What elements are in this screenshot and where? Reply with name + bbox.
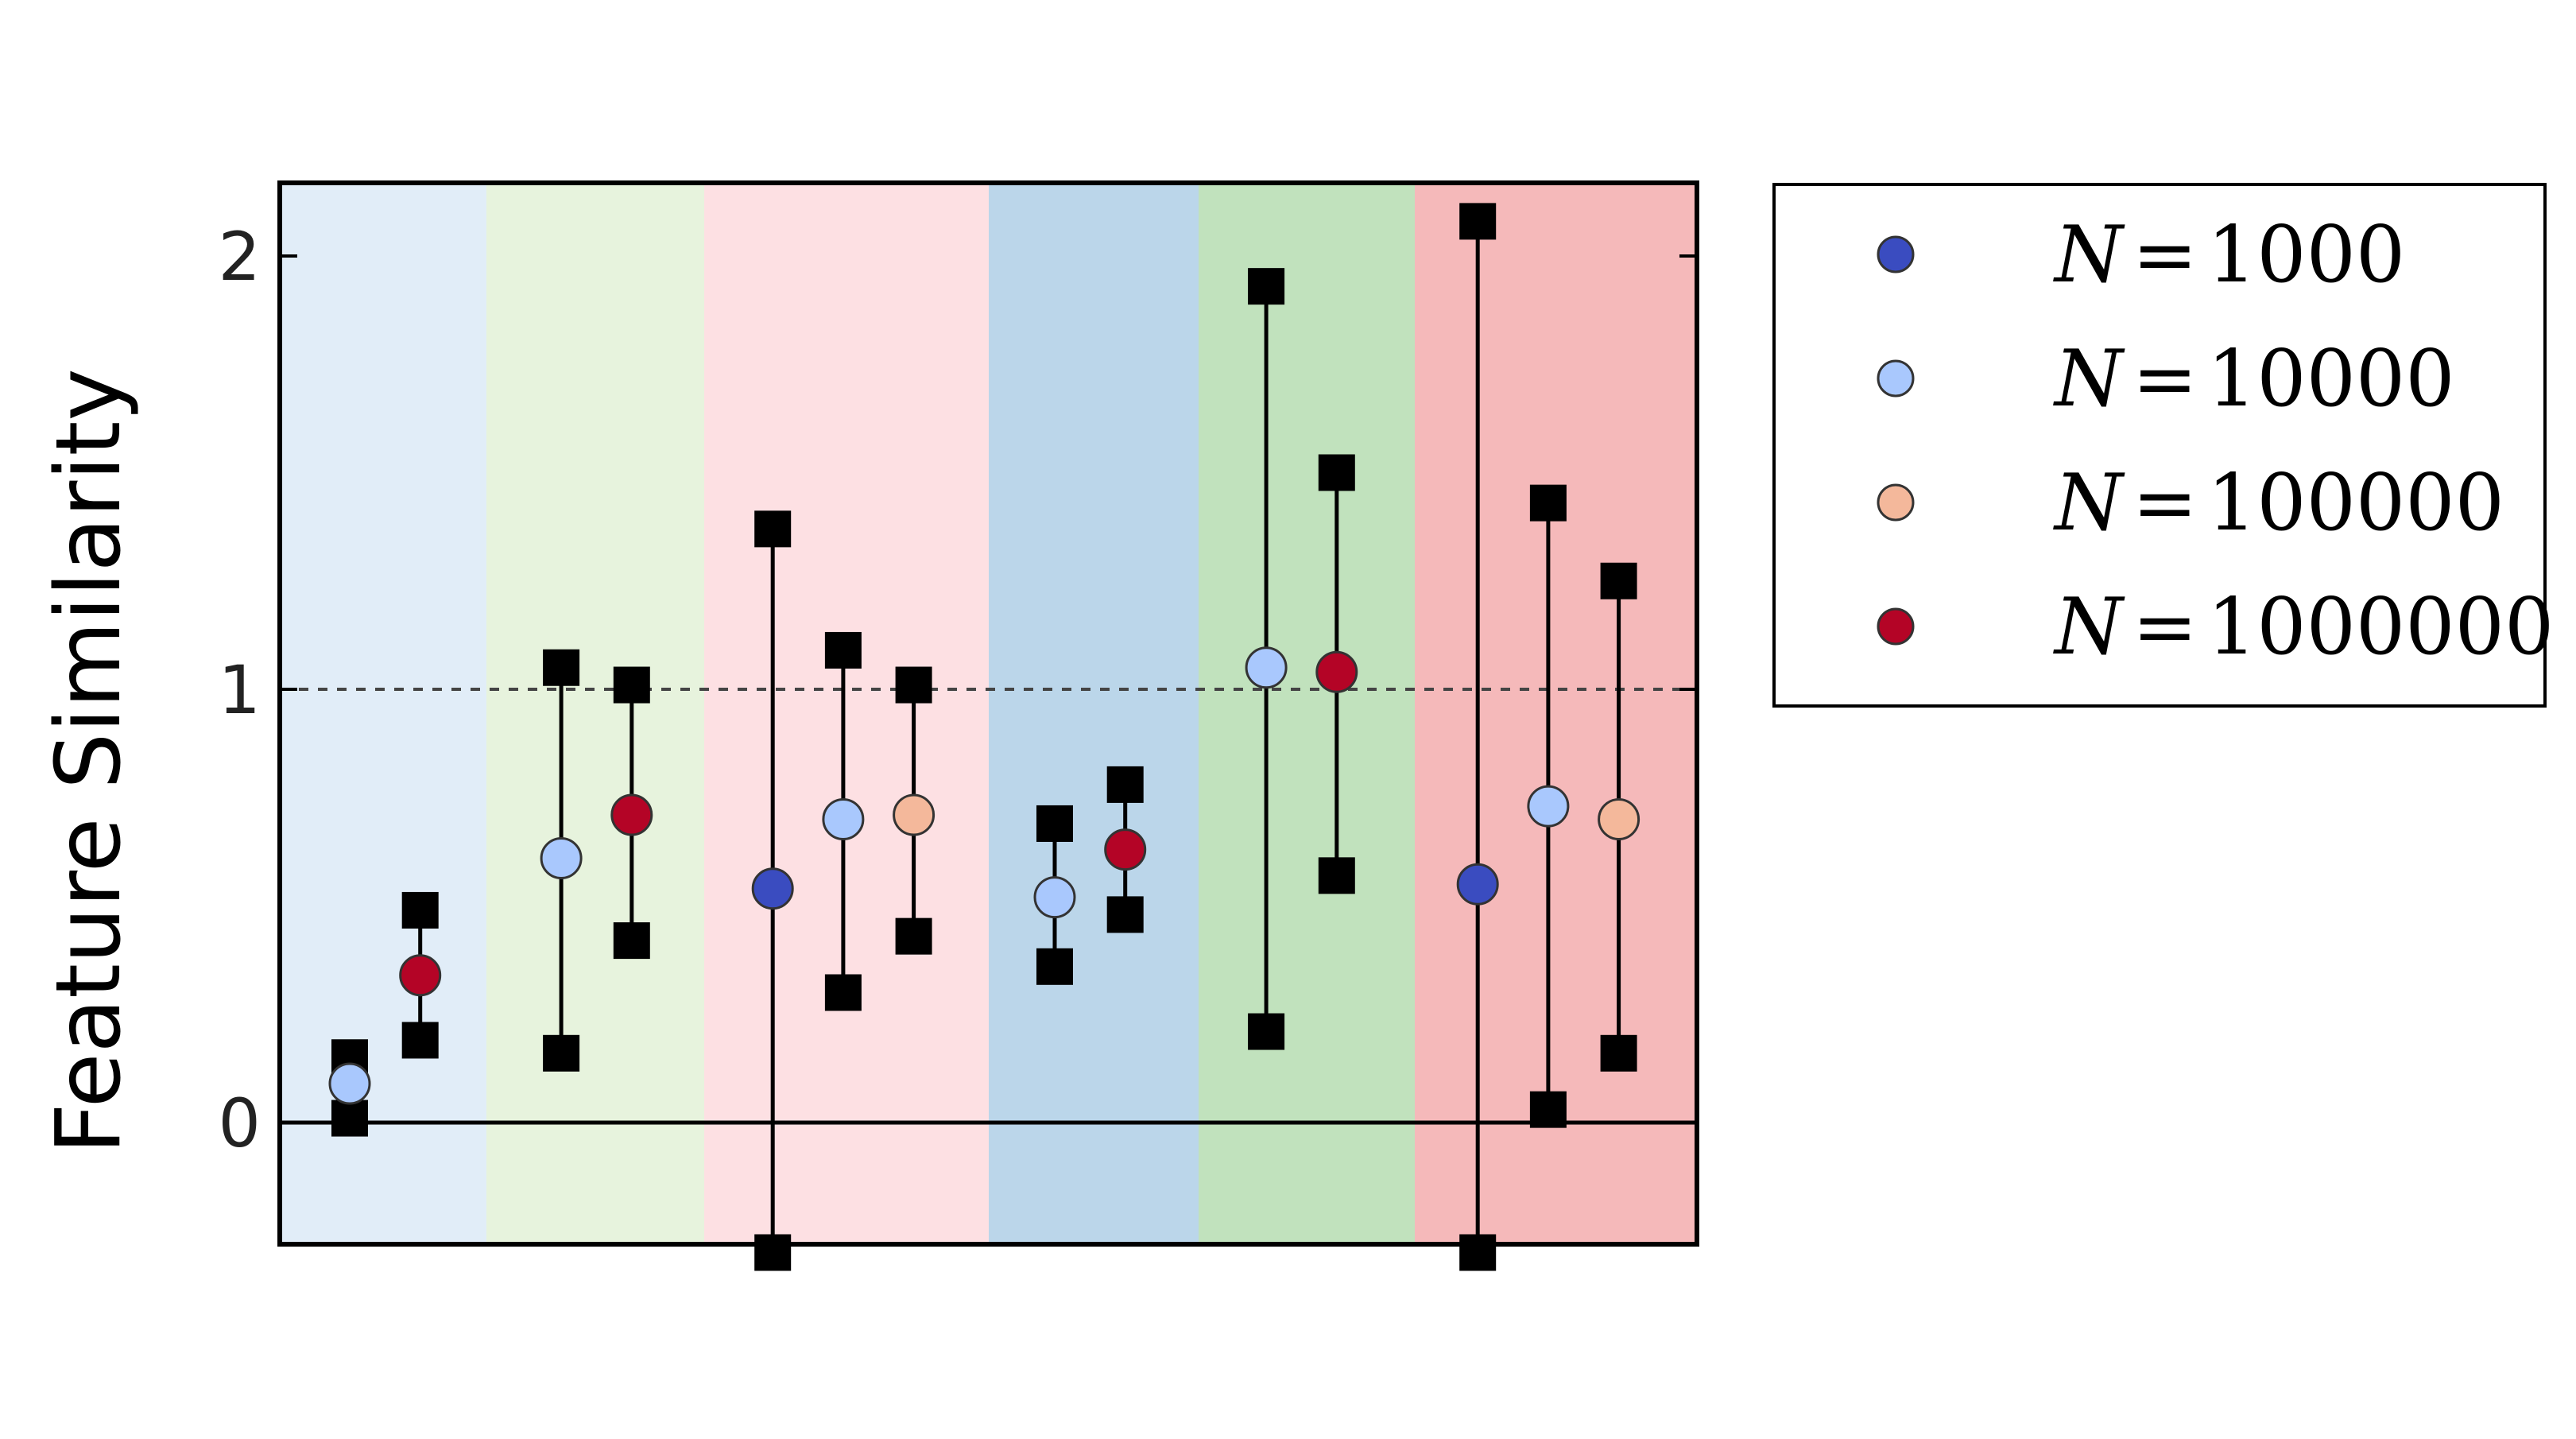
legend-value-3: 100000 xyxy=(2207,458,2504,549)
data-point-s2-p0 xyxy=(893,793,935,836)
legend-label-1: N = 1000 xyxy=(2053,210,2405,301)
error-cap-upper-s2-p1 xyxy=(1600,562,1637,599)
error-cap-lower-s1-p0 xyxy=(331,1100,368,1137)
error-cap-lower-s1-p3 xyxy=(1036,948,1073,985)
legend-value-1: 1000 xyxy=(2207,210,2405,301)
y-tick-label-0: 0 xyxy=(219,1084,261,1162)
y-tick-label-1: 1 xyxy=(219,651,261,729)
legend-var-4: N xyxy=(2053,582,2125,673)
data-points xyxy=(328,646,1641,1105)
error-cap-upper-s3-p3 xyxy=(1318,454,1355,491)
y-axis-ticks: 0 1 2 xyxy=(219,218,1697,1162)
error-cap-upper-s0-p1 xyxy=(1459,203,1497,240)
error-cap-lower-s1-p5 xyxy=(1529,1091,1567,1128)
error-cap-lower-s1-p1 xyxy=(543,1034,580,1072)
data-point-s0-p1 xyxy=(1456,863,1499,906)
legend-label-3: N = 100000 xyxy=(2053,458,2504,549)
legend-value-2: 10000 xyxy=(2207,334,2455,425)
error-cap-upper-s3-p0 xyxy=(401,891,439,929)
plot-frame xyxy=(277,180,1699,1247)
error-cap-upper-s0-p0 xyxy=(754,510,792,548)
data-point-s2-p1 xyxy=(1598,798,1641,840)
error-cap-upper-s1-p4 xyxy=(1248,268,1285,305)
error-cap-lower-s3-p2 xyxy=(1106,896,1144,933)
error-cap-upper-s1-p3 xyxy=(1036,805,1073,842)
error-cap-lower-s0-p1 xyxy=(1459,1234,1497,1271)
error-cap-lower-s1-p2 xyxy=(824,974,862,1011)
legend-marker-2 xyxy=(1877,359,1915,398)
data-point-s3-p1 xyxy=(610,793,653,836)
legend-op-2: = xyxy=(2132,334,2198,425)
band-3 xyxy=(704,183,989,1244)
legend-var-1: N xyxy=(2053,210,2125,301)
band-5 xyxy=(1199,183,1415,1244)
legend-op-3: = xyxy=(2132,458,2198,549)
band-1 xyxy=(280,183,486,1244)
legend-op-1: = xyxy=(2132,210,2198,301)
band-6 xyxy=(1415,183,1697,1244)
error-cap-lower-s0-p0 xyxy=(754,1234,792,1271)
error-cap-lower-s2-p1 xyxy=(1600,1034,1637,1072)
data-point-s0-p0 xyxy=(751,867,794,910)
error-cap-lower-s3-p3 xyxy=(1318,857,1355,894)
legend-marker-3 xyxy=(1877,483,1915,522)
error-cap-upper-s1-p5 xyxy=(1529,484,1567,522)
legend-label-2: N = 10000 xyxy=(2053,334,2455,425)
legend-value-4: 1000000 xyxy=(2207,582,2554,673)
error-cap-lower-s3-p1 xyxy=(613,922,650,960)
data-point-s1-p1 xyxy=(540,837,583,880)
legend-var-3: N xyxy=(2053,458,2125,549)
error-cap-upper-s1-p1 xyxy=(543,649,580,686)
y-tick-label-2: 2 xyxy=(219,218,261,296)
error-cap-lower-s1-p4 xyxy=(1248,1013,1285,1050)
data-point-s3-p0 xyxy=(399,954,442,997)
error-bars xyxy=(331,203,1637,1271)
legend-marker-1 xyxy=(1877,235,1915,273)
legend-label-4: N = 1000000 xyxy=(2053,582,2554,673)
data-point-s1-p3 xyxy=(1033,876,1076,919)
error-cap-lower-s2-p0 xyxy=(895,917,932,955)
data-point-s1-p2 xyxy=(822,798,865,840)
y-axis-label: Feature Similarity xyxy=(37,368,141,1154)
reference-lines xyxy=(280,688,1697,1125)
error-cap-upper-s3-p1 xyxy=(613,666,650,704)
background-bands xyxy=(280,183,1697,1244)
error-cap-upper-s3-p2 xyxy=(1106,766,1144,803)
data-point-s3-p2 xyxy=(1104,828,1147,871)
legend-op-4: = xyxy=(2132,582,2198,673)
band-2 xyxy=(486,183,704,1244)
data-point-s3-p3 xyxy=(1315,650,1358,693)
error-cap-upper-s1-p2 xyxy=(824,631,862,669)
legend-var-2: N xyxy=(2053,334,2125,425)
data-point-s1-p0 xyxy=(328,1062,371,1105)
data-point-s1-p5 xyxy=(1527,785,1570,828)
band-4 xyxy=(989,183,1199,1244)
error-cap-lower-s3-p0 xyxy=(401,1022,439,1059)
legend-marker-4 xyxy=(1877,607,1915,646)
data-point-s1-p4 xyxy=(1245,646,1288,689)
error-cap-upper-s2-p0 xyxy=(895,666,932,704)
